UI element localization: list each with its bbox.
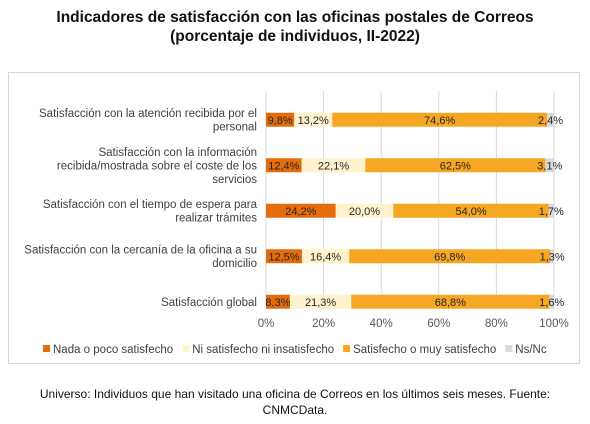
bar-segment — [294, 112, 333, 127]
category-label: recibida/mostrada sobre el coste de los — [57, 160, 257, 172]
bar-segment — [549, 294, 554, 309]
bar-segment — [393, 203, 549, 218]
legend-swatch — [343, 345, 351, 352]
caption-line-1: Universo: Individuos que han visitado un… — [39, 387, 551, 401]
legend-label: Satisfecho o muy satisfecho — [353, 344, 496, 356]
category-label: domicilio — [212, 258, 257, 270]
data-label: 68,8% — [435, 297, 466, 309]
caption-line-2: CNMCData. — [262, 403, 328, 417]
data-label: 1,3% — [540, 251, 565, 263]
chart-title: Indicadores de satisfacción con las ofic… — [0, 8, 590, 46]
x-tick-label: 80% — [485, 318, 508, 330]
bar-segment — [545, 158, 555, 173]
data-label: 24,2% — [285, 206, 316, 218]
legend-swatch — [505, 345, 513, 352]
chart-title-line-1: Indicadores de satisfacción con las ofic… — [56, 9, 534, 26]
bar-segment — [547, 112, 554, 127]
legend-label: Nada o poco satisfecho — [53, 344, 173, 356]
bar-segment — [550, 249, 554, 264]
category-label: realizar trámites — [175, 213, 257, 225]
data-label: 2,4% — [538, 115, 563, 127]
bar-segment — [548, 203, 554, 218]
bar-segment — [351, 294, 550, 309]
data-label: 74,6% — [424, 115, 455, 127]
category-label: personal — [213, 122, 257, 134]
legend-label: Ni satisfecho ni insatisfecho — [192, 344, 334, 356]
bar-segment — [266, 158, 302, 173]
data-label: 22,1% — [318, 160, 349, 172]
stacked-bar-chart: 0% 20% 40% 60% 80% 100% Satisfacción con la at… — [24, 91, 569, 356]
legend-swatch — [43, 345, 50, 352]
source-caption: Universo: Individuos que han visitado un… — [20, 386, 570, 418]
chart-title-line-2: (porcentaje de individuos, II-2022) — [170, 28, 420, 45]
bar-segment — [349, 249, 551, 264]
data-label: 1,6% — [539, 297, 564, 309]
x-tick-label: 100% — [539, 318, 568, 330]
chart-frame: 0% 20% 40% 60% 80% 100% Satisfacción con la at… — [8, 72, 580, 364]
data-label: 8,3% — [265, 297, 290, 309]
category-label: Satisfacción con la atención recibida po… — [39, 108, 257, 120]
data-label: 3,1% — [537, 160, 562, 172]
x-tick-label: 0% — [258, 318, 275, 330]
data-label: 54,0% — [455, 206, 486, 218]
bar-segment — [302, 249, 350, 264]
category-label: Satisfacción con el tiempo de espera par… — [43, 199, 258, 211]
x-tick-label: 40% — [370, 318, 393, 330]
data-label: 12,5% — [268, 251, 299, 263]
data-label: 20,0% — [349, 206, 380, 218]
category-label: servicios — [212, 174, 257, 186]
bar-segment — [365, 158, 546, 173]
bar-segment — [301, 158, 366, 173]
data-label: 69,8% — [434, 251, 465, 263]
data-label: 9,8% — [268, 115, 293, 127]
legend-swatch — [182, 345, 190, 352]
data-label: 1,7% — [539, 206, 564, 218]
data-label: 13,2% — [298, 115, 329, 127]
category-label: Satisfacción global — [161, 297, 257, 309]
x-tick-label: 20% — [312, 318, 335, 330]
data-label: 62,5% — [440, 160, 471, 172]
bar-segment — [289, 294, 352, 309]
bar-segment — [266, 249, 302, 264]
data-label: 21,3% — [305, 297, 336, 309]
x-tick-label: 60% — [427, 318, 450, 330]
bar-segment — [335, 203, 394, 218]
bar-segment — [332, 112, 548, 127]
data-label: 16,4% — [310, 251, 341, 263]
bar-segment — [266, 203, 336, 218]
legend-label: Ns/Nc — [515, 344, 547, 356]
data-label: 12,4% — [268, 160, 299, 172]
bar-segment — [266, 294, 290, 309]
category-label: Satisfacción con la información — [98, 147, 257, 159]
category-label: Satisfacción con la cercanía de la ofici… — [24, 245, 257, 257]
bar-segment — [266, 112, 295, 127]
